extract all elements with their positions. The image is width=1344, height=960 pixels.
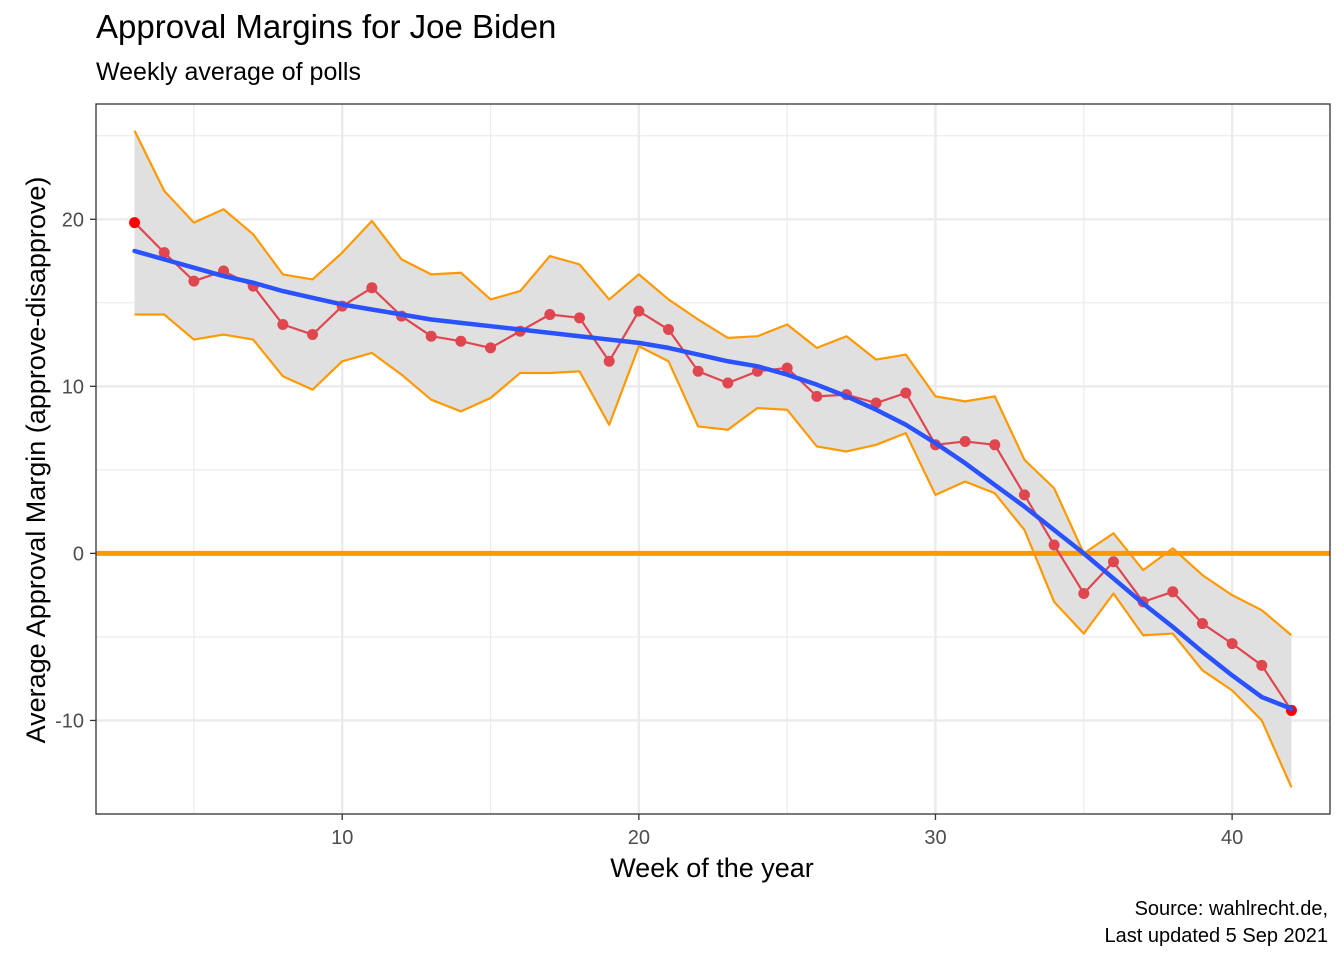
endpoint-marker [129,217,141,229]
margin-point [485,342,497,354]
chart-title: Approval Margins for Joe Biden [96,8,557,45]
band-fill [134,130,1292,788]
margin-point [1078,587,1090,599]
margin-point [307,329,319,341]
margin-point [1226,638,1238,650]
margin-point [811,390,823,402]
margin-point [663,324,675,336]
margin-point [366,282,378,294]
chart-subtitle: Weekly average of polls [96,58,361,86]
margin-point [277,319,289,331]
margin-point [989,439,1001,451]
margin-point [603,355,615,367]
upper-bound-line [133,130,1293,637]
x-tick-label: 20 [628,827,650,849]
y-tick-label: 0 [73,543,84,565]
margin-point [1048,539,1060,551]
margin-point [959,435,971,447]
margin-point [781,362,793,374]
margin-point [1018,489,1030,501]
margin-point [574,312,586,324]
caption-updated: Last updated 5 Sep 2021 [1104,925,1328,947]
margin-point [425,330,437,342]
margin-point [1256,659,1268,671]
x-tick-label: 30 [924,827,946,849]
margin-point [722,377,734,389]
margin-point [544,308,556,320]
y-tick-label: 10 [62,376,84,398]
margin-point [1196,618,1208,630]
x-axis-label: Week of the year [610,853,814,883]
panel-border [95,103,1331,815]
trend-line [132,248,1294,712]
margin-point [900,387,912,399]
axes: 10 20 30 40 -10 0 10 20 [55,209,1243,849]
margin-line [133,221,1293,712]
y-axis-label: Average Approval Margin (approve-disappr… [21,177,51,744]
margin-point [692,365,704,377]
margin-point [1167,586,1179,598]
x-tick-label: 10 [331,827,353,849]
margin-point [1107,556,1119,568]
margin-point [455,335,467,347]
trend-series [132,248,1294,712]
y-tick-label: 20 [62,209,84,231]
source-caption: Source: wahlrecht.de, Last updated 5 Sep… [1104,896,1328,950]
x-tick-label: 40 [1221,827,1243,849]
margin-point [633,305,645,317]
y-tick-label: -10 [55,710,84,732]
margin-point [870,397,882,409]
confidence-band [133,130,1293,788]
grid-lines [96,104,1330,814]
caption-source: Source: wahlrecht.de, [1134,898,1328,920]
margin-point [188,275,200,287]
margin-point [158,247,170,259]
lower-bound-line [134,313,1293,788]
